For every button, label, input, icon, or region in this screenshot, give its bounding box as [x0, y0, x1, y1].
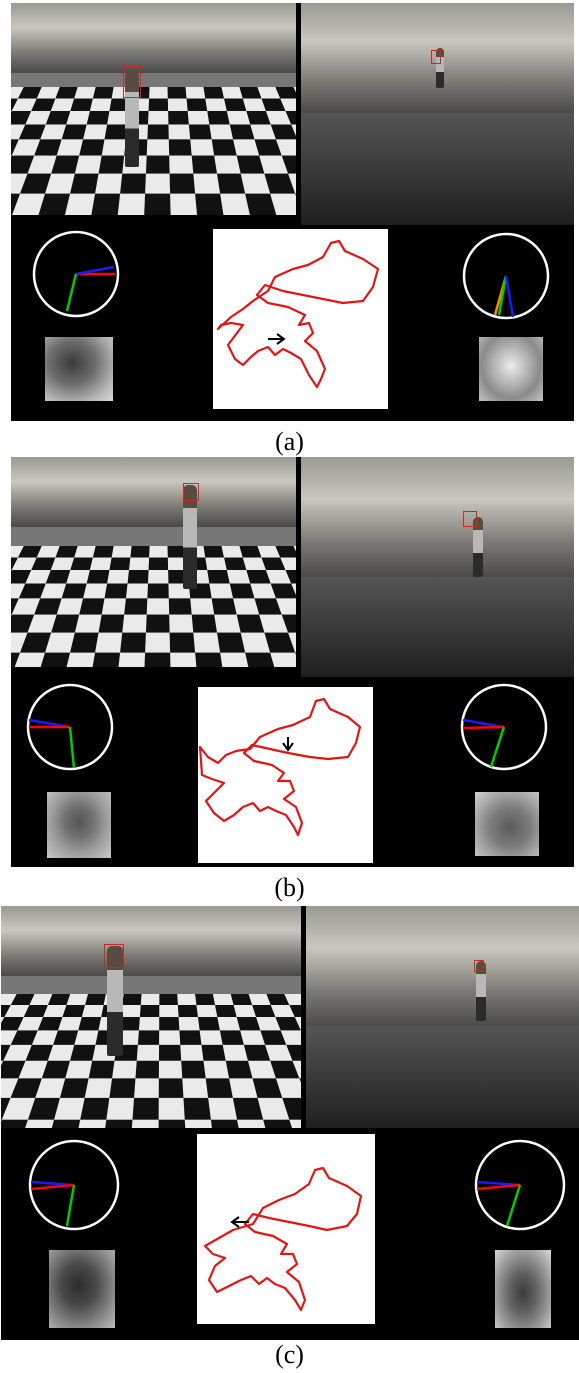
panel-a-right-appearance-thumbnail — [479, 337, 543, 401]
panel-c-right-camera-view — [306, 906, 579, 1128]
panel-a-left-camera-view — [11, 3, 296, 215]
panel-b-trajectory-plot — [198, 687, 373, 863]
panel-a-right-camera-view — [301, 3, 574, 225]
panel-c-left-appearance-thumbnail — [49, 1250, 115, 1328]
panel-b-right-appearance-thumbnail — [475, 792, 539, 856]
panel-b-right-angle-indicator — [459, 682, 549, 772]
panel-a-right-angle-indicator — [461, 231, 551, 321]
panel-c-right-appearance-thumbnail — [495, 1250, 551, 1328]
panel-c-left-camera-view — [1, 906, 301, 1128]
panel-a-caption: (a) — [0, 427, 579, 457]
panel-a-left-appearance-thumbnail — [45, 337, 113, 401]
panel-c-left-angle-indicator — [27, 1138, 121, 1232]
panel-c-right-angle-indicator — [473, 1138, 567, 1232]
panel-c-caption: (c) — [0, 1340, 579, 1370]
panel-c — [1, 906, 579, 1340]
panel-a — [11, 3, 574, 421]
panel-a-trajectory-plot — [213, 229, 388, 409]
panel-b-left-angle-indicator — [25, 682, 115, 772]
panel-b — [11, 457, 574, 867]
panel-b-left-camera-view — [11, 457, 296, 667]
panel-b-left-appearance-thumbnail — [47, 792, 111, 858]
panel-a-left-angle-indicator — [31, 229, 121, 319]
panel-b-caption: (b) — [0, 873, 579, 903]
panel-b-right-camera-view — [301, 457, 574, 677]
panel-c-trajectory-plot — [197, 1134, 375, 1324]
